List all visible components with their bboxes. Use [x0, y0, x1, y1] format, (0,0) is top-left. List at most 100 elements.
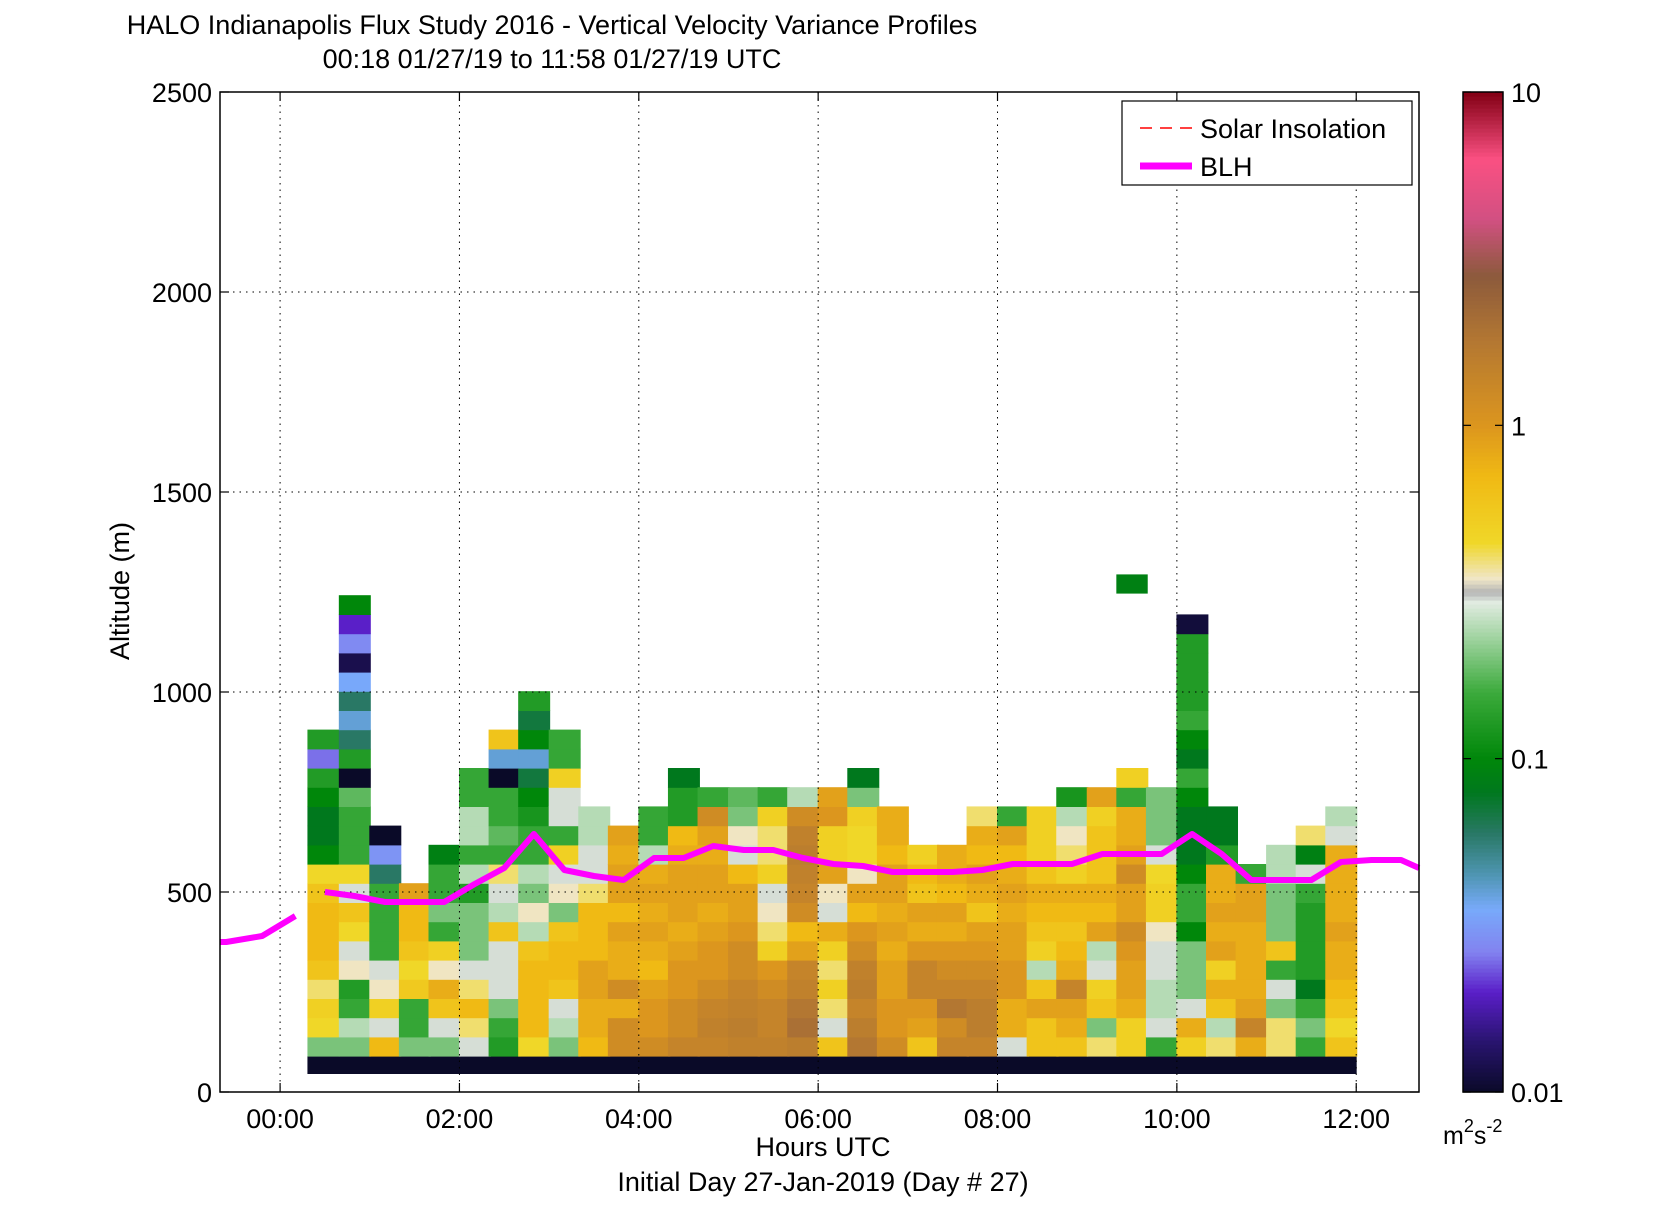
colorbar-segment: [1463, 608, 1503, 613]
heatmap-cell: [458, 825, 491, 846]
blh-line: [220, 831, 1421, 945]
heatmap-cell: [578, 979, 611, 999]
colorbar-segment: [1463, 156, 1503, 161]
heatmap-cell: [518, 844, 551, 865]
heatmap-cell: [757, 1017, 790, 1038]
colorbar-segment: [1463, 1044, 1503, 1049]
heatmap-cell: [518, 748, 551, 769]
heatmap-cell: [728, 979, 761, 999]
colorbar-segment: [1463, 944, 1503, 949]
heatmap-cell: [338, 960, 371, 980]
heatmap-cell: [518, 768, 551, 788]
heatmap-cell: [458, 921, 491, 942]
colorbar-segment: [1463, 244, 1503, 249]
heatmap-cell: [458, 979, 491, 999]
colorbar-segment: [1463, 884, 1503, 889]
heatmap-cell: [1295, 1017, 1328, 1038]
heatmap-cell: [548, 960, 581, 980]
colorbar-segment: [1463, 688, 1503, 693]
heatmap-cell: [787, 960, 820, 980]
colorbar-segment: [1463, 704, 1503, 709]
colorbar-segment: [1463, 168, 1503, 173]
heatmap-cell: [1116, 960, 1149, 980]
colorbar-segment: [1463, 192, 1503, 197]
colorbar-segment: [1463, 260, 1503, 265]
colorbar-segment: [1463, 276, 1503, 281]
heatmap-cell: [757, 864, 790, 884]
heatmap-cell: [847, 787, 880, 807]
colorbar-segment: [1463, 392, 1503, 397]
colorbar-segment: [1463, 432, 1503, 437]
heatmap-cell: [876, 806, 909, 827]
heatmap-cell: [488, 806, 521, 827]
heatmap-cell: [607, 1036, 640, 1057]
heatmap-cell: [578, 960, 611, 980]
colorbar-segment: [1463, 616, 1503, 621]
colorbar-segment: [1463, 864, 1503, 869]
heatmap-cell: [966, 921, 999, 942]
heatmap-cell: [1266, 902, 1299, 923]
heatmap-cell: [458, 787, 491, 807]
heatmap-cell: [1026, 825, 1059, 846]
colorbar-segment: [1463, 736, 1503, 741]
heatmap-cell: [876, 1017, 909, 1038]
heatmap-cell: [578, 883, 611, 903]
colorbar-segment: [1463, 472, 1503, 477]
heatmap-cell: [728, 902, 761, 923]
heatmap-cell: [607, 960, 640, 980]
heatmap-cell: [307, 883, 340, 903]
colorbar-segment: [1463, 340, 1503, 345]
heatmap-cell: [728, 864, 761, 884]
heatmap-cell: [757, 883, 790, 903]
colorbar-segment: [1463, 828, 1503, 833]
colorbar-segment: [1463, 352, 1503, 357]
heatmap-cell: [728, 806, 761, 827]
heatmap-cell: [488, 902, 521, 923]
heatmap-cell: [997, 940, 1030, 961]
colorbar-segment: [1463, 216, 1503, 221]
heatmap-cell: [458, 1017, 491, 1038]
colorbar-segment: [1463, 280, 1503, 285]
y-axis: 0 500 1000 1500 2000 2500: [152, 78, 1419, 1108]
colorbar-segment: [1463, 1032, 1503, 1037]
colorbar-segment: [1463, 172, 1503, 177]
heatmap-cell: [847, 998, 880, 1019]
colorbar-segment: [1463, 656, 1503, 661]
heatmap-cell: [1295, 825, 1328, 846]
heatmap-cell: [428, 864, 461, 884]
colorbar-segment: [1463, 748, 1503, 753]
heatmap-cell: [458, 1036, 491, 1057]
heatmap-cell: [1116, 979, 1149, 999]
heatmap-cell: [1145, 902, 1178, 923]
heatmap-cell: [369, 825, 402, 846]
legend-label-solar: Solar Insolation: [1200, 114, 1386, 144]
heatmap-cell: [1056, 979, 1089, 999]
heatmap-cell: [428, 844, 461, 865]
heatmap-cell: [1056, 921, 1089, 942]
heatmap-cell: [966, 1036, 999, 1057]
heatmap-cell: [1116, 883, 1149, 903]
heatmap-cell: [1206, 1017, 1239, 1038]
heatmap-cell: [907, 998, 940, 1019]
colorbar-segment: [1463, 920, 1503, 925]
heatmap-cell: [1176, 672, 1209, 692]
heatmap-cell: [667, 960, 700, 980]
heatmap-cell: [638, 1036, 671, 1057]
colorbar-segment: [1463, 700, 1503, 705]
heatmap-cell: [1026, 806, 1059, 827]
heatmap-cell: [307, 940, 340, 961]
heatmap-cell: [876, 921, 909, 942]
x-tick-label: 08:00: [964, 1104, 1032, 1134]
heatmap-cell: [787, 883, 820, 903]
heatmap-cell: [369, 864, 402, 884]
colorbar-segment: [1463, 648, 1503, 653]
colorbar-segment: [1463, 628, 1503, 633]
colorbar-segment: [1463, 960, 1503, 965]
chart-subtitle: 00:18 01/27/19 to 11:58 01/27/19 UTC: [323, 44, 782, 74]
x-tick-label: 12:00: [1322, 1104, 1390, 1134]
heatmap-cell: [966, 940, 999, 961]
heatmap-cell: [997, 883, 1030, 903]
legend-box: [1121, 100, 1413, 186]
heatmap-cell: [1176, 883, 1209, 903]
colorbar-segment: [1463, 492, 1503, 497]
